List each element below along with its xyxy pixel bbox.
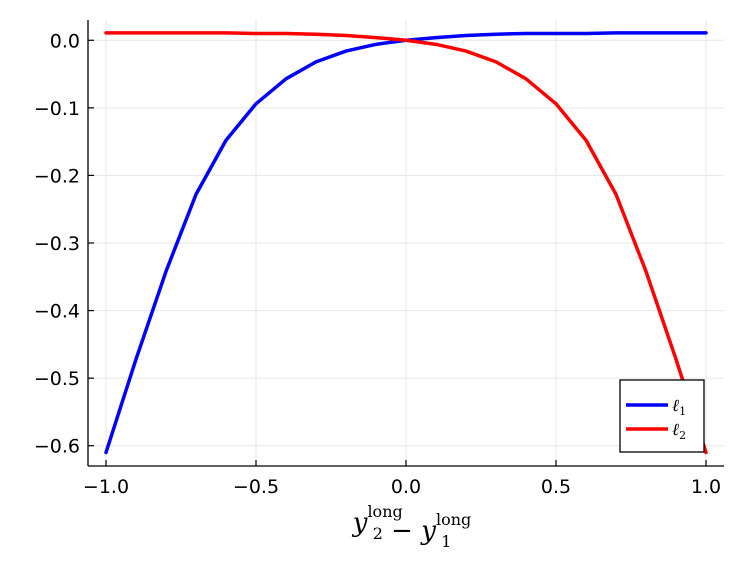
x-tick-label-2: 0.0 xyxy=(391,476,421,498)
legend-box xyxy=(619,379,705,453)
legend-label-2: ℓ2 xyxy=(672,420,686,442)
y-tick-label-5: −0.5 xyxy=(34,368,80,390)
legend-label-1: ℓ1 xyxy=(672,396,686,418)
y-tick-label-1: −0.1 xyxy=(34,98,80,120)
axes xyxy=(87,20,724,467)
x-tick-label-4: 1.0 xyxy=(691,476,721,498)
x-tick-label-1: −0.5 xyxy=(233,476,279,498)
series-line-2 xyxy=(104,31,708,455)
y-tick-label-6: −0.6 xyxy=(34,436,80,458)
tick-labels: −1.0 −0.5 0.0 0.5 1.0 0.0 −0.1 −0.2 −0.3 −0.4 −0.5… xyxy=(34,30,721,498)
y-tick-label-4: −0.4 xyxy=(34,301,80,323)
y-tick-label-3: −0.3 xyxy=(34,233,80,255)
x-tick-label-3: 0.5 xyxy=(541,476,571,498)
x-axis-label: ylong 2 − ylong 1 xyxy=(352,502,472,551)
y-tick-label-2: −0.2 xyxy=(34,165,80,187)
series-lines xyxy=(104,31,708,455)
x-tick-label-0: −1.0 xyxy=(83,476,129,498)
y-tick-label-0: 0.0 xyxy=(50,30,80,52)
